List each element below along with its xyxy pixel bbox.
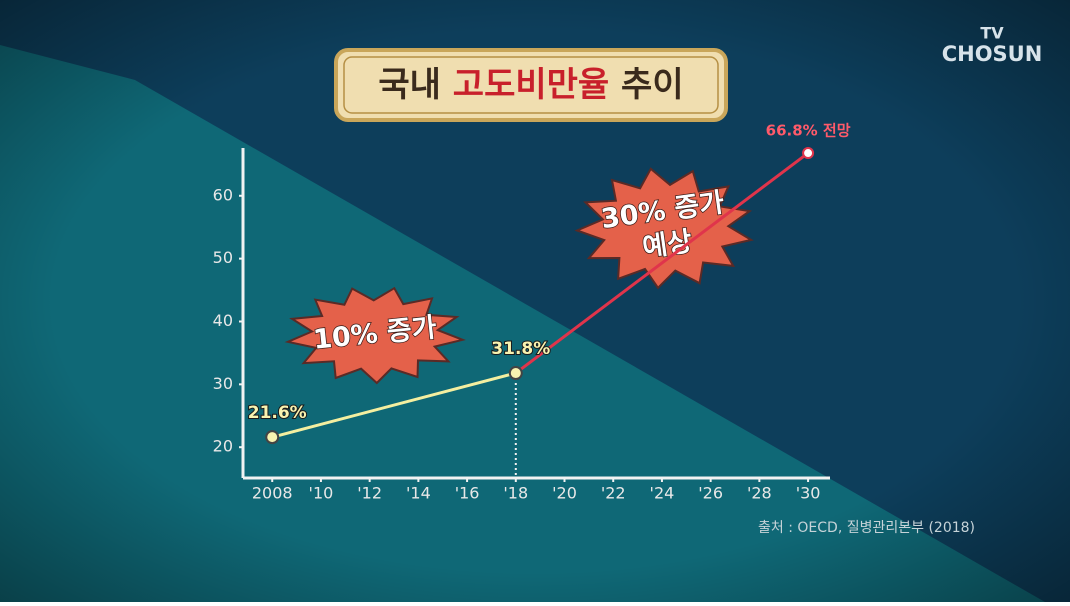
x-tick-label: '18	[503, 484, 528, 503]
point	[265, 430, 280, 445]
y-tick-label: 50	[213, 248, 233, 267]
logo-top: TV	[980, 24, 1004, 43]
value-label: 31.8%	[491, 339, 550, 359]
title-box-inner	[343, 56, 719, 114]
point	[508, 366, 523, 381]
starburst	[284, 286, 466, 385]
value-label: 66.8% 전망	[766, 122, 851, 140]
x-tick-label: '28	[747, 484, 772, 503]
starburst	[574, 167, 754, 290]
x-tick-label: '16	[455, 484, 480, 503]
x-tick-label: '22	[601, 484, 626, 503]
x-tick-label: '10	[309, 484, 334, 503]
logo: TV CHOSUN	[942, 24, 1043, 67]
y-tick-label: 60	[213, 185, 233, 204]
x-tick-label: '24	[650, 484, 675, 503]
y-tick-label: 40	[213, 311, 233, 330]
x-tick-label: '12	[357, 484, 382, 503]
logo-bottom: CHOSUN	[942, 42, 1043, 66]
y-tick-label: 20	[213, 437, 233, 456]
title-part: 국내	[378, 65, 441, 105]
x-tick-label: '26	[698, 484, 723, 503]
chart-title: 국내 고도비만율 추이	[378, 65, 683, 105]
x-tick-label: '30	[796, 484, 821, 503]
title-part: 추이	[621, 65, 684, 105]
title-box	[334, 48, 728, 122]
source: 출처 : OECD, 질병관리본부 (2018)	[758, 520, 975, 536]
y-tick-label: 30	[213, 374, 233, 393]
title-highlight: 고도비만율	[453, 65, 609, 105]
x-tick-label: '14	[406, 484, 431, 503]
point	[802, 147, 815, 160]
line-segment	[514, 151, 809, 375]
x-tick-label: 2008	[252, 484, 293, 503]
value-label: 21.6%	[248, 403, 307, 423]
line-segment	[271, 371, 517, 439]
x-tick-label: '20	[552, 484, 577, 503]
